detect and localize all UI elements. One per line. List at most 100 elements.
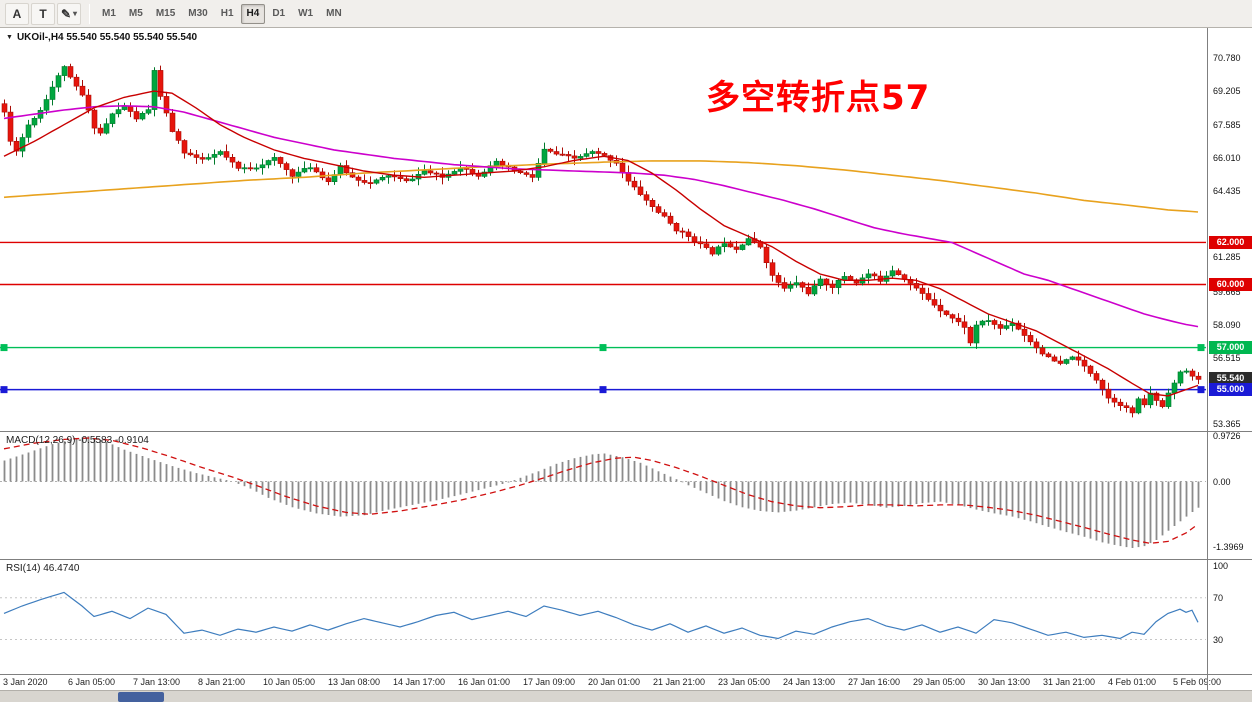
candle-body bbox=[427, 170, 434, 174]
candle-body bbox=[67, 66, 74, 78]
time-label: 17 Jan 09:00 bbox=[523, 677, 576, 687]
candle-body bbox=[109, 113, 116, 124]
timeframe-button-m15[interactable]: M15 bbox=[150, 4, 181, 24]
candle-body bbox=[1189, 370, 1196, 377]
timeframe-button-mn[interactable]: MN bbox=[320, 4, 348, 24]
candle-body bbox=[973, 324, 980, 344]
candle-body bbox=[1111, 397, 1118, 403]
horizontal-lines[interactable] bbox=[0, 241, 1206, 394]
time-label: 20 Jan 01:00 bbox=[588, 677, 641, 687]
candle-body bbox=[295, 171, 302, 177]
price-badge-57.000[interactable]: 57.000 bbox=[1209, 341, 1252, 355]
candle-body bbox=[637, 186, 644, 195]
chart-annotation-text[interactable]: 多空转折点57 bbox=[706, 78, 931, 118]
candle-body bbox=[355, 176, 362, 181]
candle-body bbox=[1105, 388, 1112, 399]
price-badge-55.000[interactable]: 55.000 bbox=[1209, 383, 1252, 397]
hline-handle[interactable] bbox=[1197, 386, 1205, 394]
hline-handle[interactable] bbox=[0, 386, 8, 394]
candle-body bbox=[985, 320, 992, 323]
timeframe-button-m1[interactable]: M1 bbox=[96, 4, 122, 24]
candle-body bbox=[721, 243, 728, 248]
candle-body bbox=[181, 140, 188, 154]
candle-body bbox=[745, 238, 752, 246]
candle-body bbox=[517, 170, 524, 173]
candle-body bbox=[1165, 392, 1172, 407]
candle-body bbox=[583, 153, 590, 157]
candle-body bbox=[289, 169, 296, 177]
candle-body bbox=[277, 157, 284, 164]
price-tick-label: 66.010 bbox=[1213, 153, 1241, 164]
collapse-arrow-icon[interactable]: ▼ bbox=[6, 34, 13, 41]
macd-canvas bbox=[0, 436, 1206, 548]
timeframe-button-d1[interactable]: D1 bbox=[266, 4, 291, 24]
candle-body bbox=[1045, 353, 1052, 358]
candle-body bbox=[949, 314, 956, 319]
price-tick-label: 64.435 bbox=[1213, 186, 1241, 197]
rsi-line bbox=[3, 591, 1199, 640]
main-chart-panel[interactable]: ▼ UKOil-,H4 55.540 55.540 55.540 55.540 … bbox=[0, 28, 1252, 432]
candle-body bbox=[691, 236, 698, 243]
timeframe-button-h4[interactable]: H4 bbox=[240, 3, 266, 24]
candle-body bbox=[631, 180, 638, 188]
hline-handle[interactable] bbox=[0, 344, 8, 352]
price-badge-60.000[interactable]: 60.000 bbox=[1209, 278, 1252, 291]
candle-body bbox=[217, 151, 224, 155]
timeframe-button-m30[interactable]: M30 bbox=[182, 4, 213, 24]
timeframe-group: M1 M5 M15 M30 H1 H4 D1 W1 MN bbox=[96, 3, 349, 24]
time-label: 16 Jan 01:00 bbox=[458, 677, 511, 687]
candle-body bbox=[19, 137, 26, 152]
candle-body bbox=[397, 176, 404, 179]
time-label: 31 Jan 21:00 bbox=[1043, 677, 1096, 687]
price-chart-canvas[interactable] bbox=[0, 28, 1206, 431]
timeframe-button-h1[interactable]: H1 bbox=[215, 4, 240, 24]
candle-body bbox=[1003, 325, 1010, 329]
text-a-tool-button[interactable]: A bbox=[5, 2, 29, 25]
candle-body bbox=[1081, 359, 1088, 367]
candle-body bbox=[1033, 341, 1040, 349]
candle-body bbox=[175, 131, 182, 141]
candle-body bbox=[241, 167, 248, 170]
price-tick-label: 56.515 bbox=[1213, 352, 1241, 363]
candle-body bbox=[367, 182, 374, 185]
timeframe-button-w1[interactable]: W1 bbox=[292, 4, 319, 24]
candle-body bbox=[31, 118, 38, 126]
candle-body bbox=[997, 324, 1004, 329]
candle-body bbox=[61, 66, 68, 76]
price-tick-label: 59.665 bbox=[1213, 286, 1241, 297]
candle-body bbox=[403, 178, 410, 182]
text-t-tool-button[interactable]: T bbox=[31, 2, 55, 25]
candle-body bbox=[343, 165, 350, 174]
price-badge-62.000[interactable]: 62.000 bbox=[1209, 235, 1252, 249]
macd-panel[interactable]: MACD(12,26,9) -0.5583 -0.9104 bbox=[0, 432, 1252, 560]
macd-histogram bbox=[3, 436, 1200, 548]
candle-body bbox=[115, 109, 122, 115]
candle-body bbox=[1027, 335, 1034, 343]
price-badge-55.540[interactable]: 55.540 bbox=[1209, 371, 1252, 385]
hline-handle[interactable] bbox=[599, 386, 607, 394]
time-label: 24 Jan 13:00 bbox=[783, 677, 836, 687]
candle-body bbox=[1063, 359, 1070, 364]
candle-body bbox=[775, 275, 782, 283]
draw-color-tool-button[interactable]: ✎ ▾ bbox=[57, 2, 81, 25]
candle-body bbox=[865, 273, 872, 279]
timeframe-button-m5[interactable]: M5 bbox=[123, 4, 149, 24]
candle-body bbox=[1159, 400, 1166, 407]
candle-body bbox=[1087, 365, 1094, 374]
candle-body bbox=[625, 172, 632, 182]
candle-body bbox=[211, 154, 218, 158]
candle-body bbox=[169, 112, 176, 132]
candle-body bbox=[799, 282, 806, 288]
time-axis[interactable]: 3 Jan 2020 6 Jan 05:00 7 Jan 13:00 8 Jan 21… bbox=[0, 675, 1221, 690]
candle-body bbox=[229, 157, 236, 163]
candle-body bbox=[967, 326, 974, 344]
symbol-ohlc-text: UKOil-,H4 55.540 55.540 55.540 55.540 bbox=[16, 32, 198, 43]
rsi-panel[interactable]: RSI(14) 46.4740 bbox=[0, 560, 1252, 675]
candle-body bbox=[529, 174, 536, 178]
hline-handle[interactable] bbox=[1197, 344, 1205, 352]
time-label: 7 Jan 13:00 bbox=[133, 677, 181, 687]
price-axis[interactable]: 70.780 69.205 67.585 66.010 64.435 61.285 59.6… bbox=[1207, 28, 1252, 690]
candle-body bbox=[157, 70, 164, 97]
hline-handle[interactable] bbox=[599, 344, 607, 352]
candle-body bbox=[73, 76, 80, 87]
